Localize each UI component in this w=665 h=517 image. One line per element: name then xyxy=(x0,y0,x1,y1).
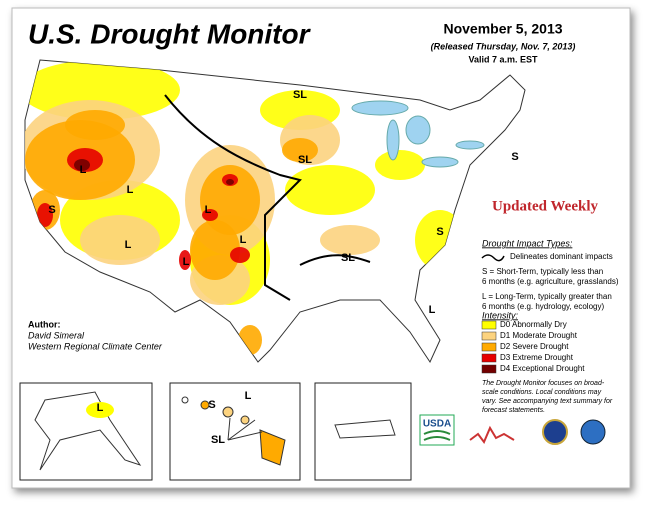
drought-area xyxy=(226,179,234,185)
drought-area xyxy=(282,138,318,162)
legend-label: D4 Exceptional Drought xyxy=(500,364,585,373)
legend-label: D2 Severe Drought xyxy=(500,342,569,351)
impact-boundary xyxy=(164,94,371,301)
map-label: L xyxy=(183,256,190,268)
map-label: L xyxy=(205,204,212,216)
inset-label: S xyxy=(208,399,215,411)
drought-area xyxy=(37,203,53,227)
map-label: L xyxy=(80,164,87,176)
drought-area xyxy=(74,159,90,171)
map-label: SL xyxy=(293,89,307,101)
map-label: L xyxy=(125,239,132,251)
legend-swatch xyxy=(481,353,497,363)
legend-swatch xyxy=(481,331,497,341)
legend-label: D3 Extreme Drought xyxy=(500,353,574,362)
map-label: L xyxy=(429,304,436,316)
short-term-2: 6 months (e.g. agriculture, grasslands) xyxy=(482,277,619,286)
author-label: Author: xyxy=(28,319,61,329)
author-org: Western Regional Climate Center xyxy=(28,341,163,351)
drought-area xyxy=(65,110,125,140)
legend-swatch xyxy=(481,342,497,352)
valid: Valid 7 a.m. EST xyxy=(468,54,538,64)
inset-label: L xyxy=(245,390,252,402)
note-line: The Drought Monitor focuses on broad- xyxy=(482,380,605,387)
legend-label: D1 Moderate Drought xyxy=(500,331,578,340)
author-name: David Simeral xyxy=(28,330,85,340)
legend-label: D0 Abnormally Dry xyxy=(500,320,567,329)
drought-area xyxy=(320,225,380,255)
updated-weekly: Updated Weekly xyxy=(492,198,598,214)
drought-area xyxy=(375,150,425,180)
ndmc-logo xyxy=(469,425,515,444)
alaska-d0 xyxy=(86,402,114,418)
long-term-1: L = Long-Term, typically greater than xyxy=(482,292,612,301)
drought-area xyxy=(230,247,250,263)
title: U.S. Drought Monitor xyxy=(28,18,312,49)
usda-text: USDA xyxy=(423,419,451,430)
drought-area xyxy=(202,209,218,221)
usda-waves xyxy=(423,430,451,441)
drought-area xyxy=(190,220,240,280)
hawaii xyxy=(181,396,286,466)
hawaii-inset xyxy=(169,382,301,481)
map-label: L xyxy=(127,184,134,196)
inset-label: L xyxy=(97,402,104,414)
legend-swatch xyxy=(481,320,497,330)
note: The Drought Monitor focuses on broad-sca… xyxy=(482,380,613,414)
legend-swatch xyxy=(481,364,497,374)
map-label: S xyxy=(48,204,55,216)
note-line: scale conditions. Local conditions may xyxy=(482,389,602,396)
intensity-legend: D0 Abnormally Dry D1 Moderate Drought D2 S… xyxy=(481,320,585,374)
puerto-rico xyxy=(334,419,396,439)
drought-area xyxy=(80,215,160,265)
impact-title: Drought Impact Types: xyxy=(482,238,573,248)
great-lakes xyxy=(351,100,485,168)
impact-line-sample xyxy=(481,254,505,262)
impact-line-text: Delineates dominant impacts xyxy=(510,252,613,261)
note-line: vary. See accompanying text summary for xyxy=(482,398,613,405)
short-term-1: S = Short-Term, typically less than xyxy=(482,267,603,276)
map-label: S xyxy=(511,151,518,163)
map-label: L xyxy=(240,234,247,246)
map-label: SL xyxy=(341,252,355,264)
map-label: S xyxy=(436,226,443,238)
inset-label: SL xyxy=(211,434,225,446)
released: (Released Thursday, Nov. 7, 2013) xyxy=(431,41,576,51)
note-line: forecast statements. xyxy=(482,407,545,414)
commerce-logo xyxy=(542,419,568,445)
drought-area xyxy=(285,165,375,215)
drought-area xyxy=(179,250,191,270)
drought-areas xyxy=(25,60,465,355)
date: November 5, 2013 xyxy=(443,21,562,37)
noaa-logo xyxy=(580,419,606,445)
map-label: SL xyxy=(298,154,312,166)
long-term-2: 6 months (e.g. hydrology, ecology) xyxy=(482,302,604,311)
intensity-title: Intensity: xyxy=(482,310,519,320)
